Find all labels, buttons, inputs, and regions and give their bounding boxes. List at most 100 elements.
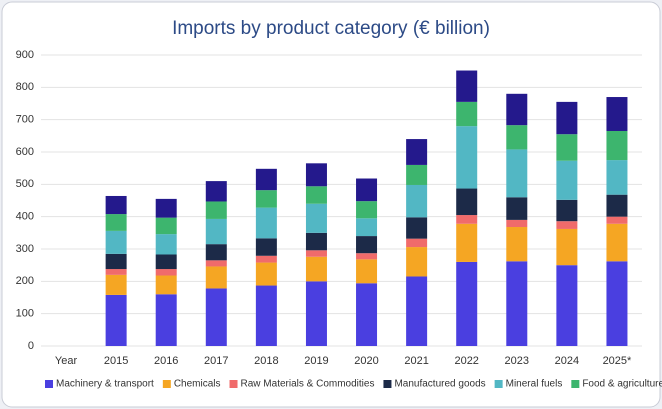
bar-segment [356, 218, 378, 237]
x-tick-label: 2015 [104, 355, 128, 367]
bar-segment [606, 160, 628, 195]
bar-segment [606, 97, 628, 131]
bar-segment [305, 250, 327, 257]
bar-segment [356, 253, 378, 260]
bar-segment [456, 223, 478, 262]
x-tick-label: 2020 [354, 355, 378, 367]
y-tick-label: 0 [28, 340, 34, 352]
bar-segment [506, 149, 528, 198]
bar-segment [255, 207, 277, 239]
bar-segment [606, 130, 628, 161]
bar-segment [456, 215, 478, 224]
bar-segment [205, 181, 227, 202]
bar-segment [305, 186, 327, 204]
y-tick-label: 700 [16, 114, 34, 126]
bar-segment [155, 275, 177, 295]
bar-segment [105, 253, 127, 270]
bar-segment [606, 216, 628, 224]
legend: Machinery & transport Chemicals Raw Materi… [45, 379, 662, 390]
y-tick-label: 300 [16, 243, 34, 255]
bar-segment [155, 217, 177, 235]
bar-segment [305, 256, 327, 282]
bars: Year 2015 2016 2017 2018 2019 2020 2021 2022 2023… [55, 70, 632, 367]
x-tick-label: 2023 [505, 355, 529, 367]
y-tick-label: 400 [16, 211, 34, 223]
bar-segment [305, 203, 327, 233]
bar-segment [105, 294, 127, 346]
bar-segment [205, 288, 227, 346]
x-tick-label: Year [55, 355, 78, 367]
bar-segment [556, 265, 578, 346]
bar-segment [255, 285, 277, 346]
legend-label: Chemicals [174, 379, 221, 390]
bar-segment [406, 276, 428, 346]
bar-segment [556, 101, 578, 135]
y-tick-label: 800 [16, 81, 34, 93]
legend-swatch [45, 380, 53, 388]
bar-segment [506, 125, 528, 150]
bar-segment [606, 194, 628, 217]
bar-segment [606, 261, 628, 346]
x-tick-label: 2019 [304, 355, 328, 367]
legend-swatch [571, 380, 580, 388]
bar-segment [406, 184, 428, 218]
bar-segment [105, 274, 127, 295]
chart-title: Imports by product category (€ billion) [172, 18, 490, 39]
bar-segment [205, 260, 227, 267]
x-tick-label: 2018 [254, 355, 278, 367]
bar-segment [356, 283, 378, 346]
bar-segment [356, 201, 378, 219]
bar-segment [205, 201, 227, 219]
legend-label: Machinery & transport [56, 379, 154, 390]
bar-segment [556, 221, 578, 229]
bar-segment [556, 160, 578, 200]
bar-segment [406, 164, 428, 185]
y-tick-label: 500 [16, 178, 34, 190]
bar-segment [105, 214, 127, 231]
bar-segment [406, 139, 428, 165]
y-tick-label: 200 [16, 275, 34, 287]
bar-segment [205, 244, 227, 261]
bar-segment [155, 294, 177, 346]
x-tick-label: 2016 [154, 355, 178, 367]
bar-segment [205, 218, 227, 245]
bar-segment [356, 259, 378, 284]
bar-segment [155, 234, 177, 255]
bar-segment [155, 198, 177, 218]
x-tick-label: 2017 [204, 355, 228, 367]
bar-segment [356, 178, 378, 202]
bar-segment [456, 70, 478, 102]
y-tick-label: 600 [16, 146, 34, 158]
legend-swatch [383, 380, 392, 388]
bar-segment [456, 126, 478, 189]
x-tick-label: 2025* [603, 355, 632, 367]
legend-label: Manufactured goods [394, 379, 485, 390]
bar-segment [506, 219, 528, 228]
legend-label: Raw Materials & Commodities [241, 379, 375, 390]
bar-segment [556, 199, 578, 222]
bar-segment [305, 281, 327, 346]
bar-segment [606, 223, 628, 262]
grid: 0 100 200 300 400 500 600 700 800 900 [16, 49, 642, 352]
bar-segment [556, 228, 578, 266]
bar-segment [105, 195, 127, 215]
bar-segment [456, 101, 478, 127]
bar-segment [556, 134, 578, 161]
bar-segment [255, 238, 277, 256]
bar-segment [205, 266, 227, 289]
legend-swatch [494, 380, 503, 388]
bar-segment [356, 236, 378, 254]
y-tick-label: 900 [16, 49, 34, 61]
bar-segment [406, 238, 428, 248]
x-tick-label: 2024 [555, 355, 579, 367]
y-tick-label: 100 [16, 308, 34, 320]
bar-segment [255, 190, 277, 208]
legend-swatch [162, 380, 171, 388]
bar-segment [406, 247, 428, 277]
x-tick-label: 2021 [404, 355, 428, 367]
legend-swatch [229, 380, 238, 388]
bar-segment [105, 230, 127, 254]
bar-segment [506, 227, 528, 262]
x-tick-label: 2022 [454, 355, 478, 367]
